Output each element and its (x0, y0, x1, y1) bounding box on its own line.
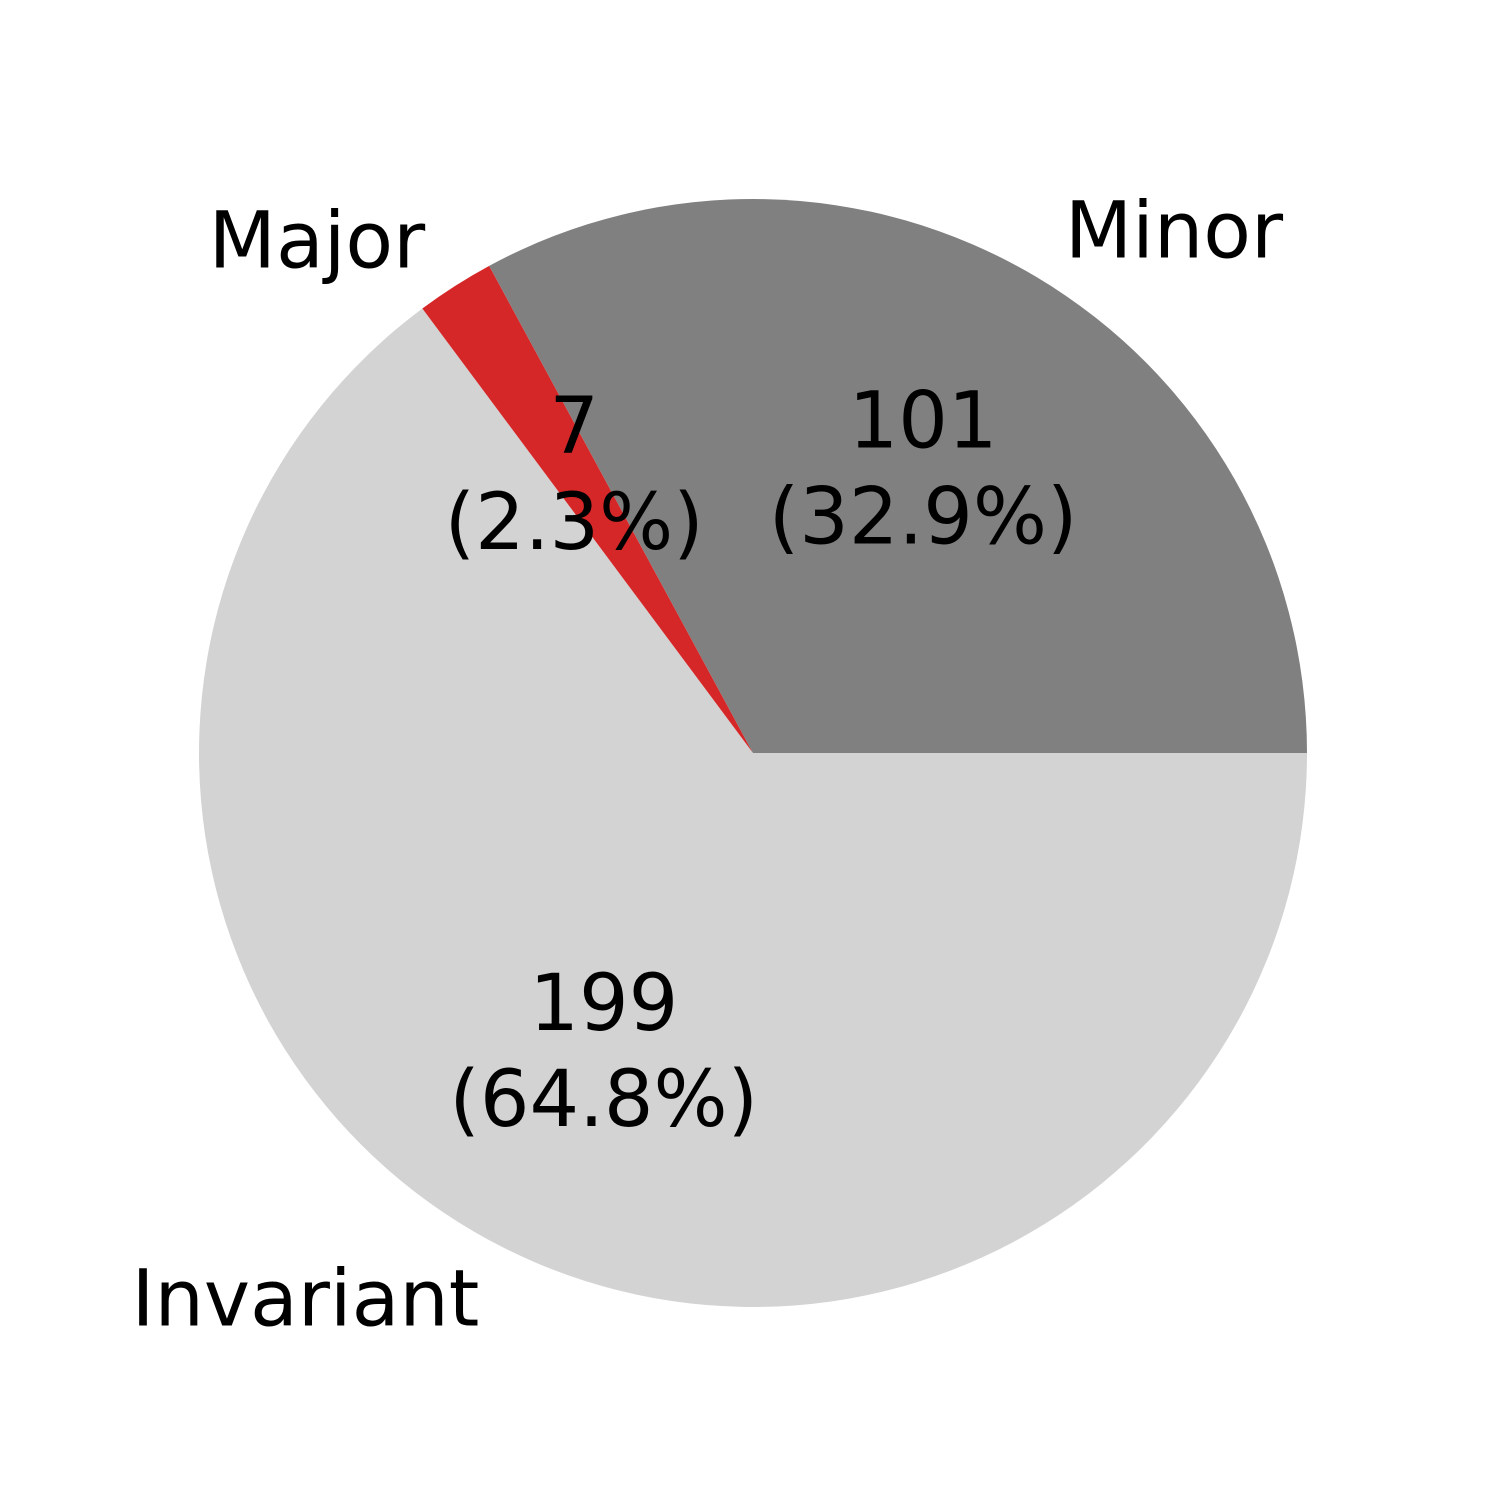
slice-value-minor: 101 (849, 377, 998, 467)
pie-slices (198, 199, 1308, 1307)
slice-label-major: Major (209, 196, 426, 286)
slice-percent-minor: (32.9%) (769, 473, 1078, 563)
slice-label-minor: Minor (1065, 187, 1284, 277)
pie-labels: 199(64.8%) Invariant 7(2.3%) Major 101(32.9%… (131, 187, 1284, 1345)
slice-percent-major: (2.3%) (445, 478, 704, 568)
pie-slice-invariant (198, 308, 1308, 1307)
slice-value-invariant: 199 (529, 959, 678, 1049)
slice-percent-invariant: (64.8%) (449, 1055, 758, 1145)
pie-slice-major (422, 265, 753, 753)
slice-label-invariant: Invariant (131, 1255, 479, 1345)
pie-slice-minor (489, 199, 1307, 754)
slice-value-major: 7 (549, 382, 599, 472)
